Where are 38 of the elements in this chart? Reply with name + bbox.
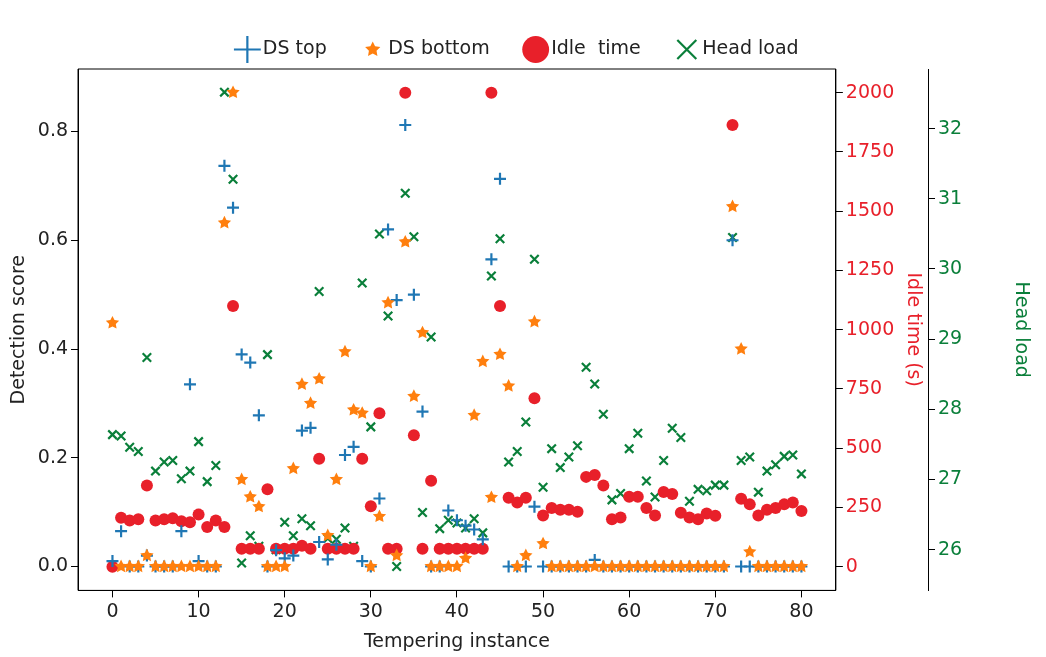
y2-tick-label: 500	[845, 435, 883, 458]
legend-label: DS top	[262, 36, 327, 59]
x-tick-label: 40	[444, 598, 470, 621]
y2-tick-label: 0	[845, 553, 858, 576]
y3-tick-label: 29	[938, 326, 963, 349]
y2-tick-label: 750	[845, 375, 883, 398]
x-axis-title: Tempering instance	[362, 628, 550, 651]
y-tick-label: 0.6	[37, 227, 69, 250]
legend-label: Head load	[702, 36, 799, 59]
y-tick-label: 0.4	[37, 335, 69, 358]
x-tick-label: 50	[530, 598, 556, 621]
y2-tick-label: 2000	[845, 79, 895, 102]
legend-label: DS bottom	[388, 36, 490, 59]
y3-tick-label: 30	[938, 255, 963, 278]
y-tick-label: 0.2	[37, 444, 69, 467]
y-tick-label: 0.0	[37, 553, 69, 576]
y-tick-label: 0.8	[37, 118, 69, 141]
x-tick-label: 20	[272, 598, 297, 621]
x-tick-label: 80	[789, 598, 814, 621]
x-tick-label: 70	[703, 598, 728, 621]
y2-tick-label: 1500	[845, 198, 895, 221]
y3-tick-label: 28	[938, 396, 963, 419]
x-tick-label: 0	[106, 598, 119, 621]
y3-tick-label: 32	[938, 115, 963, 138]
x-tick-label: 10	[186, 598, 211, 621]
y3-tick-label: 31	[938, 185, 963, 208]
legend-label: Idle time	[551, 36, 641, 59]
y2-tick-label: 1250	[845, 257, 895, 280]
y2-axis-title: Idle time (s)	[903, 272, 926, 387]
y2-tick-label: 250	[845, 494, 883, 517]
x-tick-label: 30	[358, 598, 383, 621]
y3-tick-label: 26	[938, 536, 963, 559]
x-tick-label: 60	[617, 598, 642, 621]
y3-axis-title: Head load	[1011, 281, 1034, 378]
y2-tick-label: 1000	[845, 316, 895, 339]
y2-tick-label: 1750	[845, 138, 895, 161]
y-axis-title: Detection score	[6, 255, 29, 405]
y3-tick-label: 27	[938, 466, 963, 489]
